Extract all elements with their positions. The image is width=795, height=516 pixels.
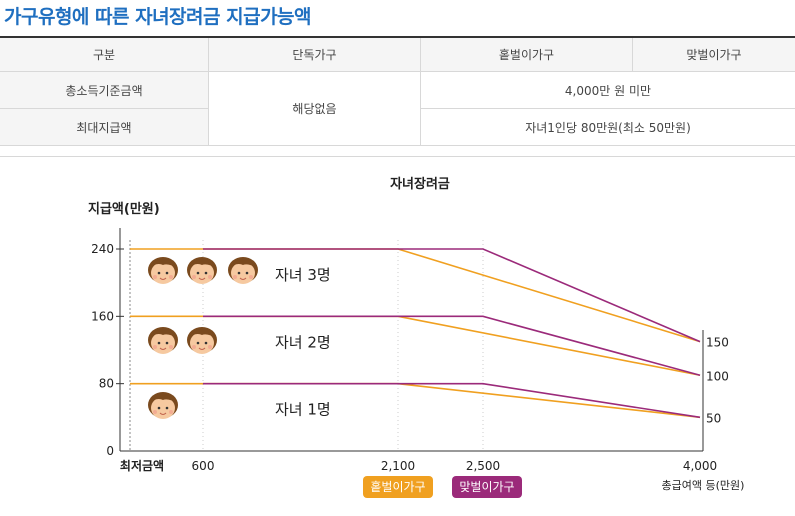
x-axis-label: 총급여액 등(만원) bbox=[662, 479, 745, 492]
table-header: 구분 bbox=[0, 36, 209, 72]
table-header: 단독가구 bbox=[208, 36, 421, 72]
child-face-icon bbox=[187, 327, 217, 354]
child-incentive-chart: 0 80 160 240 최저금액 600 2,100 2,500 4,000 총급여액 등(만원… bbox=[91, 228, 745, 492]
child-face-icon bbox=[187, 257, 217, 284]
x-tick-label: 2,100 bbox=[381, 459, 415, 473]
y-tick-label: 160 bbox=[91, 309, 114, 323]
series-line bbox=[130, 315, 701, 377]
group-label: 자녀 2명 bbox=[275, 333, 331, 351]
child-face-icon bbox=[148, 257, 178, 284]
child-face-icon bbox=[148, 327, 178, 354]
x-tick-label: 600 bbox=[192, 459, 215, 473]
row-label: 총소득기준금액 bbox=[0, 71, 209, 109]
table-row: 총소득기준금액 해당없음 4,000만 원 미만 bbox=[0, 71, 795, 146]
max-payment-value: 자녀1인당 80만원(최소 50만원) bbox=[420, 108, 795, 146]
single-household-value: 해당없음 bbox=[208, 71, 421, 146]
legend-single-earner: 홑벌이가구 bbox=[363, 476, 433, 498]
child-face-icon bbox=[148, 392, 178, 419]
legend-dual-earner: 맞벌이가구 bbox=[452, 476, 522, 498]
income-threshold-value: 4,000만 원 미만 bbox=[420, 71, 795, 109]
series-line bbox=[203, 315, 701, 377]
table-header-row: 구분 단독가구 홑벌이가구 맞벌이가구 bbox=[0, 36, 795, 72]
eligibility-table: 구분 단독가구 홑벌이가구 맞벌이가구 총소득기준금액 해당없음 4,000만 … bbox=[0, 36, 795, 146]
table-row: 최대지급액 자녀1인당 80만원(최소 50만원) bbox=[0, 108, 795, 146]
series-line bbox=[203, 382, 701, 419]
x-tick-label: 최저금액 bbox=[120, 458, 164, 473]
table-header: 홑벌이가구 bbox=[420, 36, 633, 72]
y-tick-label: 80 bbox=[99, 377, 114, 391]
x-tick-label: 2,500 bbox=[466, 459, 500, 473]
end-value-label: 50 bbox=[706, 411, 721, 425]
y-tick-label: 240 bbox=[91, 242, 114, 256]
row-label: 최대지급액 bbox=[0, 108, 209, 146]
child-face-icon bbox=[228, 257, 258, 284]
y-tick-label: 0 bbox=[106, 444, 114, 458]
page-title: 가구유형에 따른 자녀장려금 지급가능액 bbox=[4, 6, 312, 28]
series-line bbox=[203, 248, 701, 343]
chart-title: 자녀장려금 bbox=[390, 177, 450, 192]
group-label: 자녀 3명 bbox=[275, 266, 331, 284]
table-header: 맞벌이가구 bbox=[632, 36, 795, 72]
group-label: 자녀 1명 bbox=[275, 401, 331, 419]
end-value-label: 150 bbox=[706, 336, 729, 350]
end-value-label: 100 bbox=[706, 369, 729, 383]
series-line bbox=[130, 382, 701, 419]
x-tick-label: 4,000 bbox=[683, 459, 717, 473]
series-line bbox=[130, 248, 701, 343]
divider bbox=[0, 156, 795, 157]
y-axis-label: 지급액(만원) bbox=[88, 202, 160, 217]
